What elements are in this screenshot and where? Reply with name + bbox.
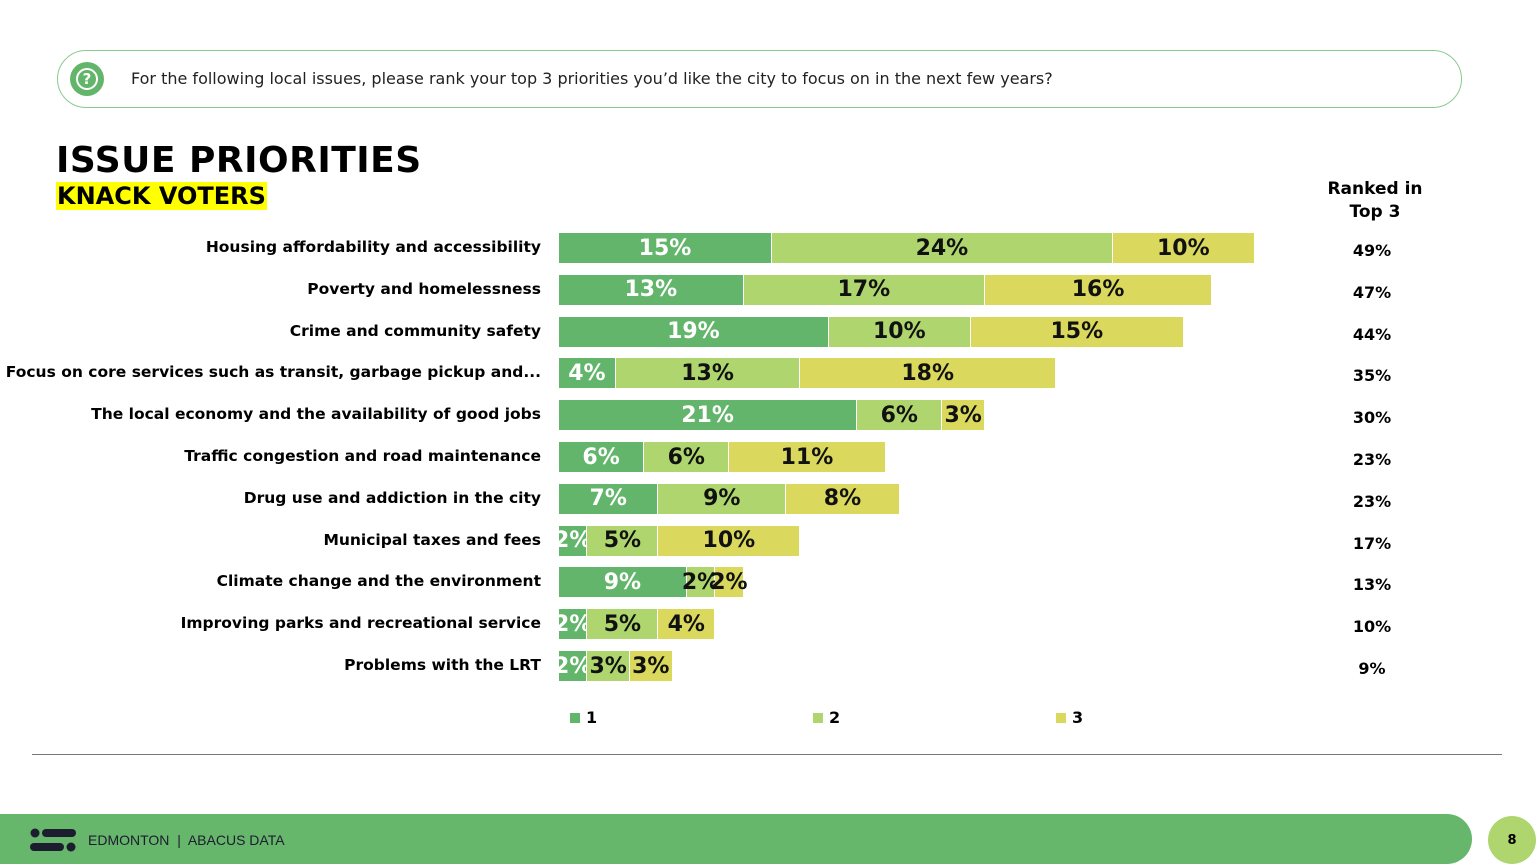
bar-segment-3: 10% (1112, 233, 1255, 263)
category-label: Focus on core services such as transit, … (5, 363, 541, 382)
legend-swatch-1 (570, 712, 580, 723)
bar-segment-2: 5% (587, 525, 659, 556)
legend-item-1: 1 (570, 708, 597, 727)
bar-segment-2: 13% (615, 358, 801, 389)
bar-segment-1: 13% (559, 274, 744, 305)
top3-value: 44% (1352, 324, 1392, 344)
bar-segment-3: 15% (970, 316, 1184, 347)
legend-item-2: 2 (813, 708, 840, 727)
top3-value: 10% (1352, 617, 1392, 637)
top3-value: 35% (1352, 366, 1392, 386)
bar-segment-1: 2% (554, 651, 591, 681)
bar-segment-2: 10% (828, 316, 971, 347)
bar-segment-2: 6% (644, 442, 730, 472)
bar-segment-2: 3% (587, 651, 630, 681)
legend-label: 1 (586, 708, 598, 727)
bar-segment-1: 7% (559, 483, 659, 514)
top3-value: 49% (1352, 241, 1392, 260)
bar-segment-1: 2% (554, 525, 591, 556)
top3-value: 9% (1358, 659, 1386, 678)
bar-segment-3: 16% (985, 274, 1213, 305)
category-label: Housing affordability and accessibility (205, 238, 541, 256)
bar-segment-2: 6% (857, 400, 943, 431)
bar-segment-3: 3% (942, 400, 985, 431)
bar-segment-1: 9% (559, 567, 687, 598)
footer: EDMONTON | ABACUS DATA (0, 814, 1472, 864)
question-text: For the following local issues, please r… (131, 69, 1053, 88)
question-icon: ? (70, 62, 104, 96)
abacus-logo-icon (30, 828, 76, 852)
top3-value: 13% (1352, 575, 1392, 595)
page-subtitle: KNACK VOTERS (56, 182, 267, 210)
bar-segment-3: 11% (729, 442, 886, 472)
category-label: Poverty and homelessness (307, 279, 541, 298)
bar-segment-2: 24% (772, 233, 1113, 263)
category-label: Improving parks and recreational service (180, 614, 541, 633)
question-banner: ? For the following local issues, please… (57, 50, 1462, 108)
bar-segment-3: 10% (658, 525, 801, 556)
legend-item-3: 3 (1056, 708, 1083, 727)
bar-segment-1: 2% (554, 609, 591, 640)
legend-label: 3 (1072, 708, 1084, 727)
bar-segment-2: 2% (682, 567, 719, 598)
category-label: The local economy and the availability o… (91, 405, 541, 424)
top3-value: 23% (1352, 491, 1392, 511)
category-label: Climate change and the environment (216, 572, 541, 591)
top3-value: 30% (1352, 408, 1392, 428)
top3-value: 17% (1352, 533, 1392, 553)
bar-segment-2: 9% (658, 483, 787, 514)
bar-segment-2: 17% (743, 274, 985, 305)
category-label: Municipal taxes and fees (323, 530, 541, 549)
legend-label: 2 (829, 708, 841, 727)
bar-segment-1: 6% (559, 442, 645, 472)
top3-header: Ranked in Top 3 (1327, 179, 1423, 222)
page-number: 8 (1488, 816, 1536, 864)
divider (32, 754, 1502, 755)
bar-segment-2: 5% (587, 609, 659, 640)
category-label: Traffic congestion and road maintenance (184, 447, 541, 465)
top3-value: 23% (1352, 450, 1392, 469)
bar-segment-3: 8% (786, 483, 900, 514)
bar-segment-1: 19% (559, 316, 829, 347)
legend-swatch-2 (813, 712, 823, 723)
bar-segment-3: 3% (630, 651, 673, 681)
bar-segment-1: 4% (559, 358, 616, 389)
footer-text: EDMONTON | ABACUS DATA (88, 832, 285, 848)
bar-segment-3: 4% (658, 609, 716, 640)
category-label: Problems with the LRT (344, 656, 541, 674)
bar-segment-3: 2% (710, 567, 748, 598)
legend-swatch-3 (1056, 712, 1066, 723)
category-label: Drug use and addiction in the city (243, 488, 541, 507)
page-title: ISSUE PRIORITIES (56, 140, 422, 181)
category-label: Crime and community safety (289, 321, 541, 340)
bar-segment-3: 18% (800, 358, 1056, 389)
bar-segment-1: 15% (559, 233, 772, 263)
top3-value: 47% (1352, 282, 1392, 302)
bar-segment-1: 21% (559, 400, 858, 431)
